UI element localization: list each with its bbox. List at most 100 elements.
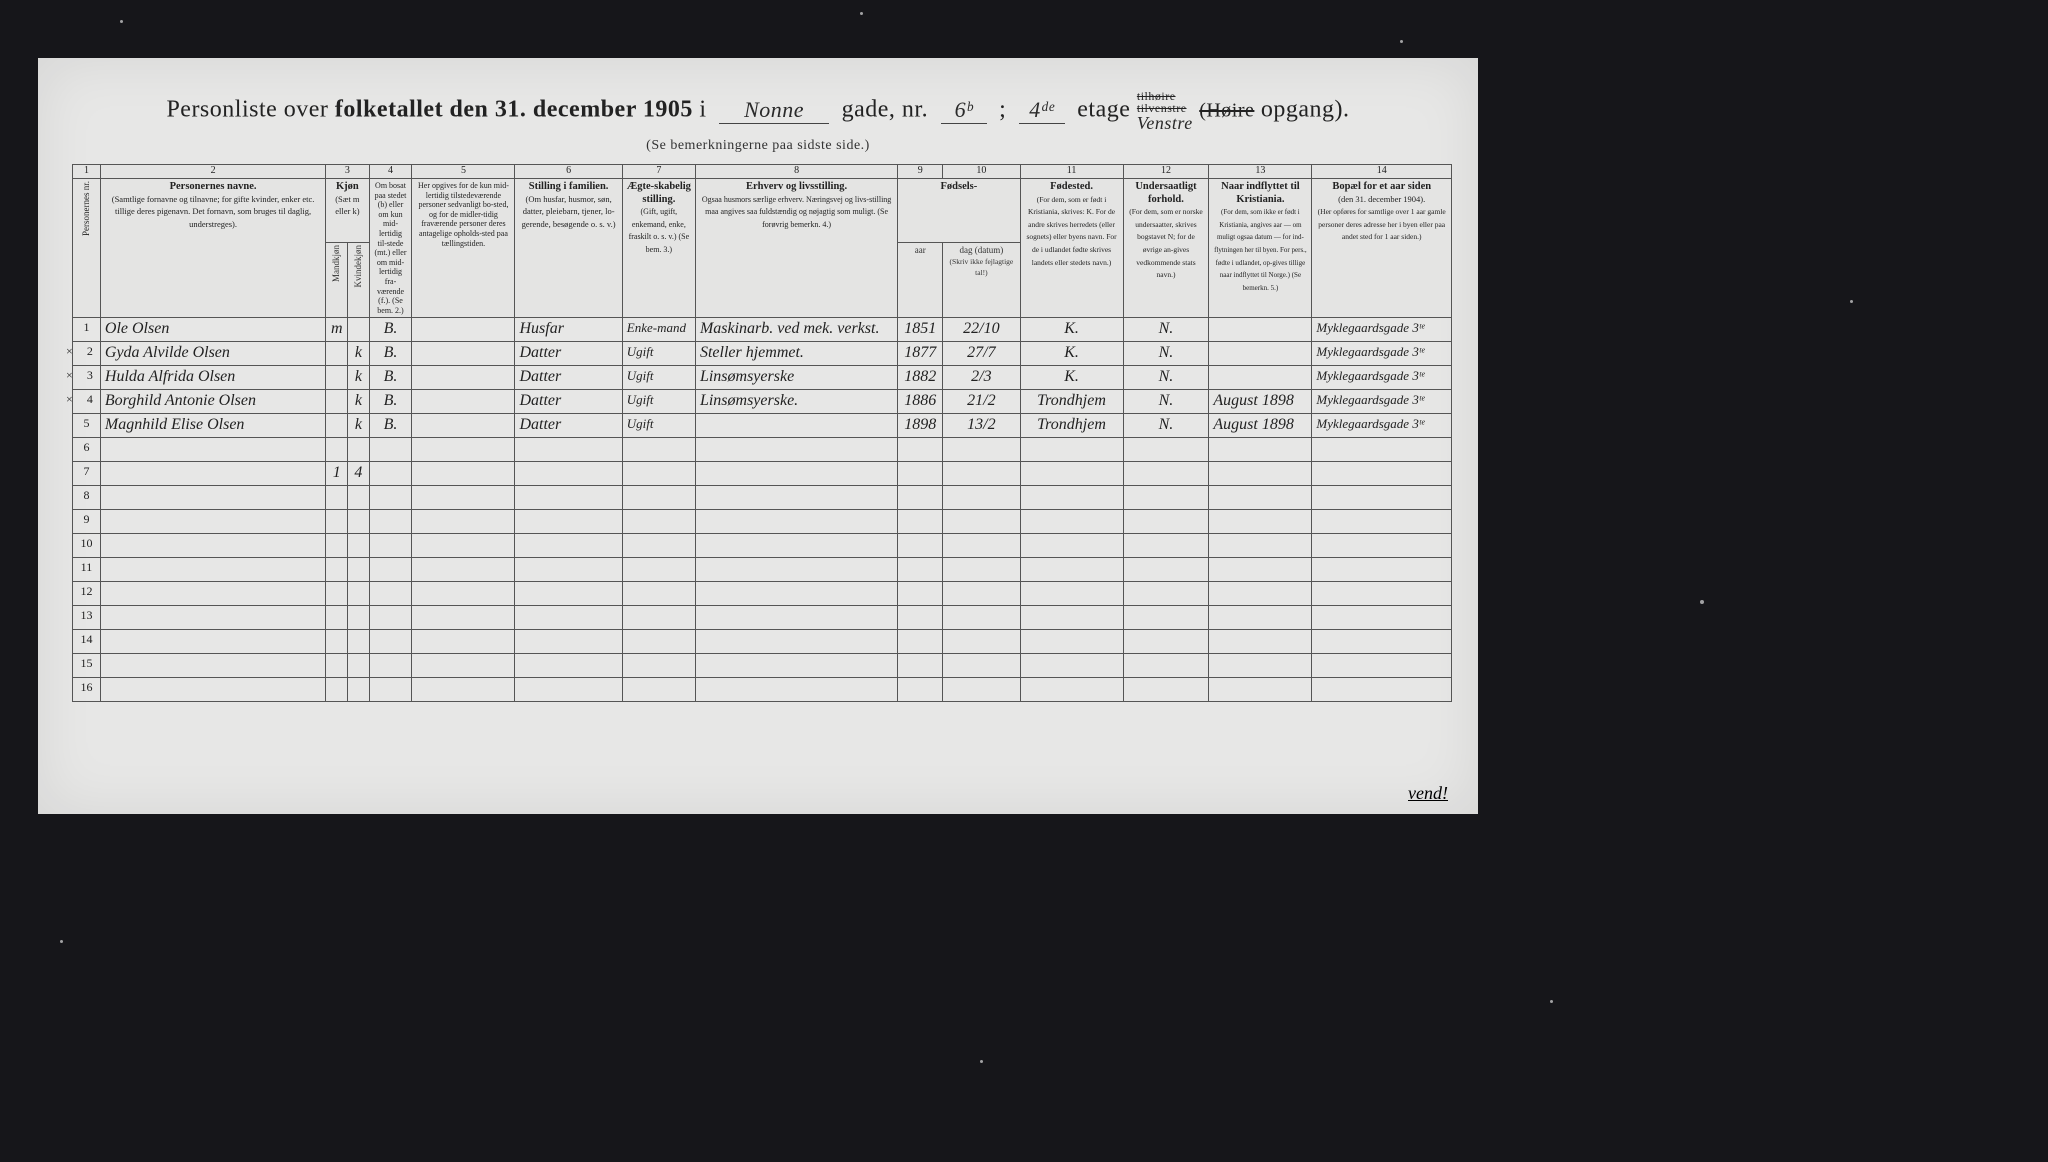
table-cell: K. — [1020, 366, 1123, 390]
table-cell: m — [326, 318, 348, 342]
table-cell — [1123, 582, 1209, 606]
nr-field: 6ᵇ — [941, 97, 987, 124]
table-cell — [100, 678, 325, 702]
table-cell: 11 — [73, 558, 101, 582]
table-cell: 1898 — [898, 414, 943, 438]
table-cell: August 1898 — [1209, 414, 1312, 438]
table-row: 9 — [73, 510, 1452, 534]
table-cell — [1209, 534, 1312, 558]
table-cell — [348, 678, 369, 702]
table-cell: Husfar — [515, 318, 622, 342]
table-cell: Myklegaardsgade 3ᵗᵉ — [1312, 414, 1452, 438]
table-cell — [943, 534, 1020, 558]
table-cell — [622, 438, 695, 462]
table-cell: Ugift — [622, 342, 695, 366]
table-cell: N. — [1123, 318, 1209, 342]
table-cell — [100, 438, 325, 462]
table-cell — [326, 558, 348, 582]
table-cell — [412, 462, 515, 486]
table-cell — [695, 414, 897, 438]
table-cell: N. — [1123, 366, 1209, 390]
table-cell — [100, 486, 325, 510]
table-cell — [1020, 606, 1123, 630]
table-cell — [1209, 678, 1312, 702]
table-cell: Ole Olsen — [100, 318, 325, 342]
table-cell: Myklegaardsgade 3ᵗᵉ — [1312, 342, 1452, 366]
venstre-hw: Venstre — [1137, 113, 1193, 133]
table-cell — [412, 678, 515, 702]
table-cell — [515, 486, 622, 510]
table-cell: August 1898 — [1209, 390, 1312, 414]
table-cell — [898, 486, 943, 510]
form-title: Personliste over folketallet den 31. dec… — [38, 90, 1478, 154]
table-cell — [695, 606, 897, 630]
table-cell: Trondhjem — [1020, 390, 1123, 414]
colnum: 2 — [100, 165, 325, 179]
colnum: 10 — [943, 165, 1020, 179]
table-cell: 13 — [73, 606, 101, 630]
table-cell — [1209, 462, 1312, 486]
hoire-strike: (Høire — [1199, 100, 1254, 122]
table-cell: 1882 — [898, 366, 943, 390]
table-cell: 8 — [73, 486, 101, 510]
table-cell — [622, 630, 695, 654]
table-cell — [348, 318, 369, 342]
table-cell — [348, 558, 369, 582]
table-cell — [326, 534, 348, 558]
table-cell: B. — [369, 366, 412, 390]
table-cell: 1 — [73, 318, 101, 342]
table-cell — [348, 582, 369, 606]
table-cell: 16 — [73, 678, 101, 702]
table-cell: 22/10 — [943, 318, 1020, 342]
table-cell — [412, 654, 515, 678]
table-cell — [412, 390, 515, 414]
table-cell — [515, 606, 622, 630]
table-cell — [695, 558, 897, 582]
table-cell — [1020, 630, 1123, 654]
table-cell — [622, 654, 695, 678]
table-cell: 1877 — [898, 342, 943, 366]
col-header: Ægte-skabelig stilling.(Gift, ugift, enk… — [622, 179, 695, 318]
title-prefix: Personliste over — [166, 97, 334, 123]
table-cell — [369, 486, 412, 510]
table-cell — [1020, 462, 1123, 486]
table-cell: Maskinarb. ved mek. verkst. — [695, 318, 897, 342]
table-cell: Ugift — [622, 390, 695, 414]
table-cell — [1209, 558, 1312, 582]
table-row: 14 — [73, 630, 1452, 654]
table-cell — [1209, 606, 1312, 630]
table-cell — [348, 510, 369, 534]
table-cell — [1020, 678, 1123, 702]
table-cell — [515, 510, 622, 534]
col-header: Her opgives for de kun mid-lertidig tils… — [412, 179, 515, 318]
table-cell — [1312, 462, 1452, 486]
table-cell — [1312, 630, 1452, 654]
table-cell — [412, 414, 515, 438]
table-cell: 5 — [73, 414, 101, 438]
table-cell — [412, 582, 515, 606]
col-header: Personernes navne. (Samtlige fornavne og… — [100, 179, 325, 318]
colnum: 8 — [695, 165, 897, 179]
table-cell: 27/7 — [943, 342, 1020, 366]
table-cell — [1209, 654, 1312, 678]
table-cell — [898, 510, 943, 534]
table-cell — [100, 606, 325, 630]
table-cell — [695, 438, 897, 462]
table-row: 16 — [73, 678, 1452, 702]
table-cell — [412, 510, 515, 534]
col-header: Naar indflyttet til Kristiania.(For dem,… — [1209, 179, 1312, 318]
col-header: Stilling i familien.(Om husfar, husmor, … — [515, 179, 622, 318]
table-cell — [412, 318, 515, 342]
title-etage: etage — [1071, 97, 1137, 123]
table-cell: Ugift — [622, 366, 695, 390]
table-cell: N. — [1123, 342, 1209, 366]
table-cell — [1209, 318, 1312, 342]
table-cell — [622, 558, 695, 582]
colnum: 5 — [412, 165, 515, 179]
col-header: Fødsels- — [898, 179, 1020, 243]
table-cell — [622, 462, 695, 486]
table-cell: Datter — [515, 342, 622, 366]
colnum: 14 — [1312, 165, 1452, 179]
table-cell: Myklegaardsgade 3ᵗᵉ — [1312, 366, 1452, 390]
table-cell: Enke-mand — [622, 318, 695, 342]
